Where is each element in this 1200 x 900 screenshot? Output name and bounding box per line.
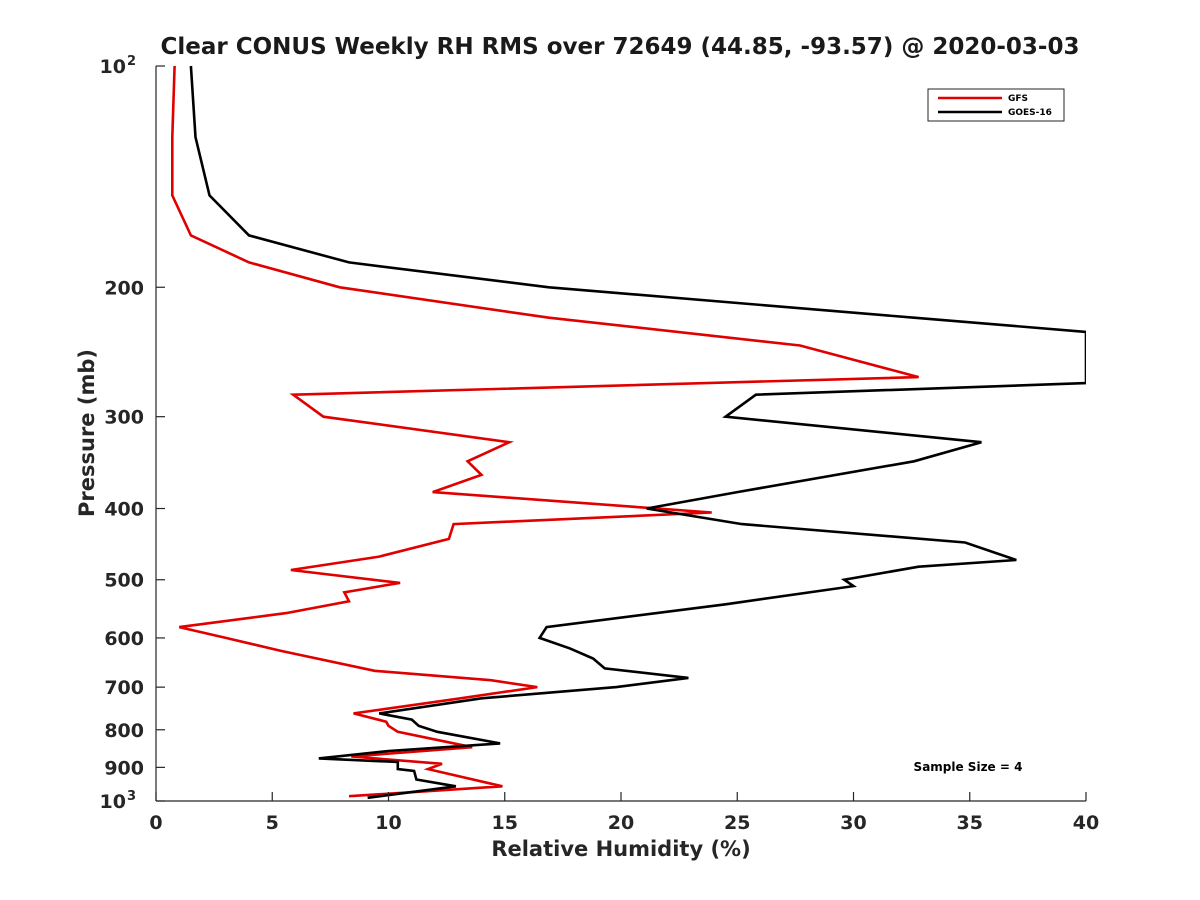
y-tick-label: 700: [104, 677, 144, 699]
series-line-goes-16: [189, 65, 1086, 800]
y-tick-label: 800: [104, 720, 144, 742]
y-tick-label: 10: [100, 791, 126, 813]
x-axis-ticks: 0 5 10 15 20 25 30 35 40: [149, 792, 1099, 834]
legend-label: GFS: [1008, 94, 1028, 104]
axes-frame: [155, 66, 1086, 802]
x-tick-label: 35: [957, 812, 983, 834]
x-tick-label: 15: [492, 812, 518, 834]
x-axis-label: Relative Humidity (%): [491, 837, 750, 861]
legend-box: [927, 88, 1065, 122]
y-tick-label: 300: [104, 407, 144, 429]
legend-label: GOES-16: [1008, 108, 1052, 118]
series-layer: [171, 65, 1086, 800]
y-tick-label: 900: [104, 757, 144, 779]
x-tick-label: 20: [608, 812, 634, 834]
y-tick-label: 10: [100, 56, 126, 78]
x-tick-label: 10: [375, 812, 401, 834]
y-axis-label: Pressure (mb): [75, 349, 99, 517]
x-tick-label: 25: [724, 812, 750, 834]
y-tick-exponent: 3: [127, 789, 136, 804]
legend: GFS GOES-16: [927, 88, 1065, 122]
x-tick-label: 40: [1073, 812, 1099, 834]
y-tick-label: 400: [104, 499, 144, 521]
x-tick-label: 30: [840, 812, 866, 834]
y-tick-label: 600: [104, 628, 144, 650]
series-line-gfs: [171, 65, 919, 798]
x-tick-label: 5: [266, 812, 279, 834]
y-tick-exponent: 2: [127, 54, 136, 69]
x-tick-label: 0: [149, 812, 162, 834]
y-tick-label: 500: [104, 570, 144, 592]
sample-size-annotation: Sample Size = 4: [914, 760, 1023, 774]
chart-title: Clear CONUS Weekly RH RMS over 72649 (44…: [161, 34, 1080, 60]
y-tick-label: 200: [104, 277, 144, 299]
